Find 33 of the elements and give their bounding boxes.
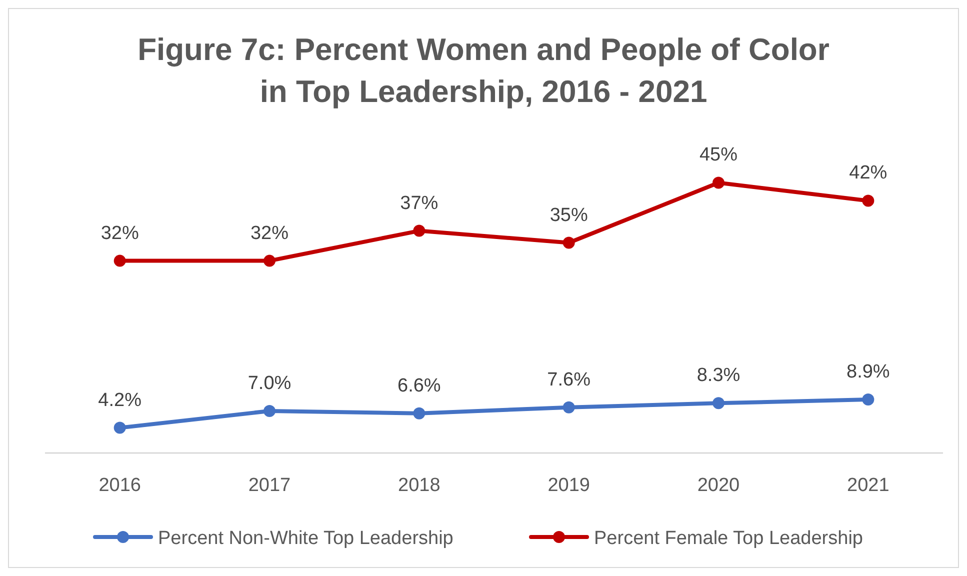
x-tick-label: 2021 xyxy=(847,475,890,496)
data-label: 8.9% xyxy=(846,362,890,383)
x-tick-label: 2018 xyxy=(398,475,440,496)
point xyxy=(712,397,724,410)
point xyxy=(114,254,126,267)
data-label: 4.2% xyxy=(98,390,142,411)
x-tick-label: 2016 xyxy=(98,475,141,496)
chart-title: Figure 7c: Percent Women and People of Color in Top Leadership, 2016 - 2021 xyxy=(138,32,830,109)
point xyxy=(562,401,575,414)
x-tick-label: 2017 xyxy=(248,475,291,496)
data-label: 37% xyxy=(400,192,438,214)
point xyxy=(264,254,276,267)
point xyxy=(862,194,874,207)
legend-label: Percent Non-White Top Leadership xyxy=(158,528,454,549)
point xyxy=(114,422,126,434)
data-label: 45% xyxy=(699,144,738,166)
x-tick-label: 2020 xyxy=(697,475,740,496)
data-label: 35% xyxy=(550,204,588,226)
data-label: 7.0% xyxy=(248,372,292,394)
point xyxy=(562,236,575,249)
point xyxy=(413,407,426,420)
point xyxy=(264,404,276,417)
x-tick-label: 2019 xyxy=(548,475,590,496)
point xyxy=(413,224,426,237)
point xyxy=(712,176,724,189)
legend-label: Percent Female Top Leadership xyxy=(594,528,863,549)
data-label: 42% xyxy=(849,162,888,184)
data-label: 6.6% xyxy=(398,375,441,396)
data-label: 7.6% xyxy=(547,369,591,390)
data-label: 32% xyxy=(250,222,289,244)
point xyxy=(862,394,874,406)
data-label: 8.3% xyxy=(696,365,740,386)
data-label: 32% xyxy=(100,222,139,244)
